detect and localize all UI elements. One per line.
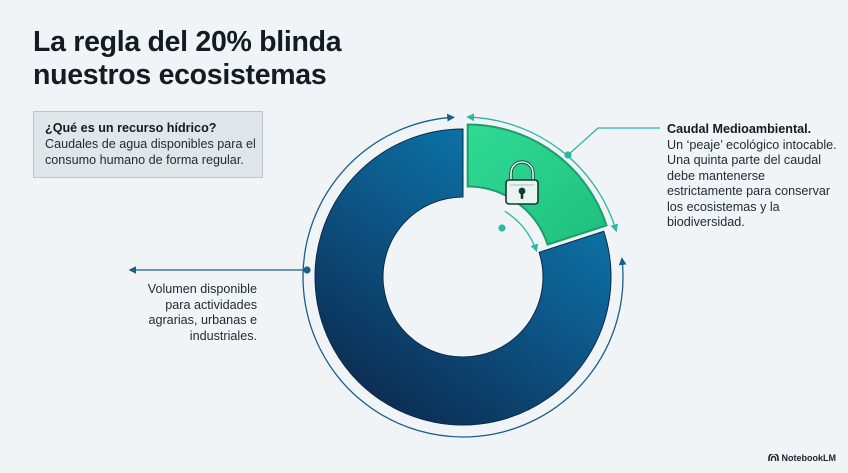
eco-label-heading: Caudal Medioambiental. — [667, 122, 812, 136]
available-slice-arc — [302, 113, 627, 438]
definition-question: ¿Qué es un recurso hídrico? — [45, 121, 217, 135]
notebooklm-logo-icon — [767, 454, 779, 461]
volume-label: Volumen disponible para actividades agra… — [147, 282, 257, 343]
volume-leader-dot — [303, 266, 311, 274]
page-title: La regla del 20% blinda nuestros ecosist… — [33, 26, 342, 92]
donut-slice-available — [314, 128, 612, 426]
eco-label-body: Un ‘peaje’ ecológico intocable. Una quin… — [667, 137, 837, 230]
eco-leader-dot — [564, 151, 572, 159]
brand-watermark: NotebookLM — [767, 453, 837, 463]
eco-inner-dot — [498, 224, 506, 232]
title-line-2: nuestros ecosistemas — [33, 59, 327, 91]
eco-leader-line — [567, 127, 660, 156]
definition-answer: Caudales de agua disponibles para el con… — [45, 137, 256, 167]
lock-icon — [505, 160, 539, 205]
eco-label: Caudal Medioambiental. Un ‘peaje’ ecológ… — [667, 122, 837, 231]
donut-slices — [314, 123, 612, 426]
brand-name: NotebookLM — [781, 453, 837, 463]
title-line-1: La regla del 20% blinda — [33, 26, 342, 58]
definition-box: ¿Qué es un recurso hídrico? Caudales de … — [33, 111, 263, 178]
